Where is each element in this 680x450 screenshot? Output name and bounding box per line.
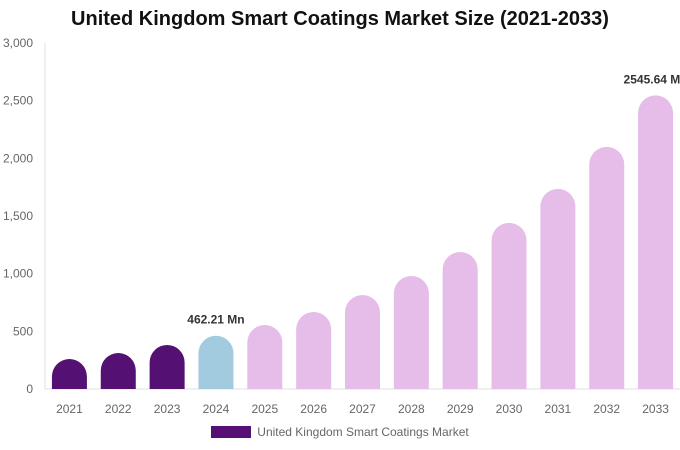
bar [345, 295, 380, 389]
x-tick-label: 2027 [349, 402, 376, 416]
chart-title: United Kingdom Smart Coatings Market Siz… [71, 8, 609, 30]
bar [296, 311, 332, 389]
y-tick-label: 1,000 [3, 267, 33, 281]
data-label: 462.21 Mn [187, 313, 244, 327]
bar [51, 359, 87, 389]
data-label: 2545.64 Mn [624, 72, 680, 86]
x-tick-label: 2022 [105, 402, 132, 416]
x-tick-label: 2029 [447, 402, 474, 416]
bar [589, 146, 625, 389]
legend: United Kingdom Smart Coatings Market [0, 425, 680, 439]
x-tick-label: 2025 [251, 402, 278, 416]
x-tick-label: 2028 [398, 402, 425, 416]
y-tick-label: 1,500 [3, 209, 33, 223]
bar [491, 222, 527, 389]
x-tick-label: 2033 [642, 402, 669, 416]
x-tick-label: 2030 [496, 402, 523, 416]
bar [442, 251, 478, 389]
bar [100, 353, 136, 389]
bar [540, 188, 576, 389]
x-tick-label: 2026 [300, 402, 327, 416]
x-tick-label: 2031 [545, 402, 572, 416]
bar [198, 335, 234, 389]
x-tick-label: 2032 [593, 402, 620, 416]
legend-label: United Kingdom Smart Coatings Market [257, 425, 469, 439]
y-tick-label: 500 [13, 324, 33, 338]
bar [638, 95, 674, 389]
bar [149, 344, 185, 389]
bar [393, 275, 429, 389]
y-tick-label: 2,500 [3, 94, 33, 108]
bar [247, 324, 283, 389]
x-tick-label: 2021 [56, 402, 83, 416]
x-tick-label: 2024 [203, 402, 230, 416]
x-tick-label: 2023 [154, 402, 181, 416]
y-tick-label: 3,000 [3, 36, 33, 50]
y-tick-label: 0 [26, 382, 33, 396]
y-tick-label: 2,000 [3, 151, 33, 165]
legend-swatch [211, 426, 252, 438]
